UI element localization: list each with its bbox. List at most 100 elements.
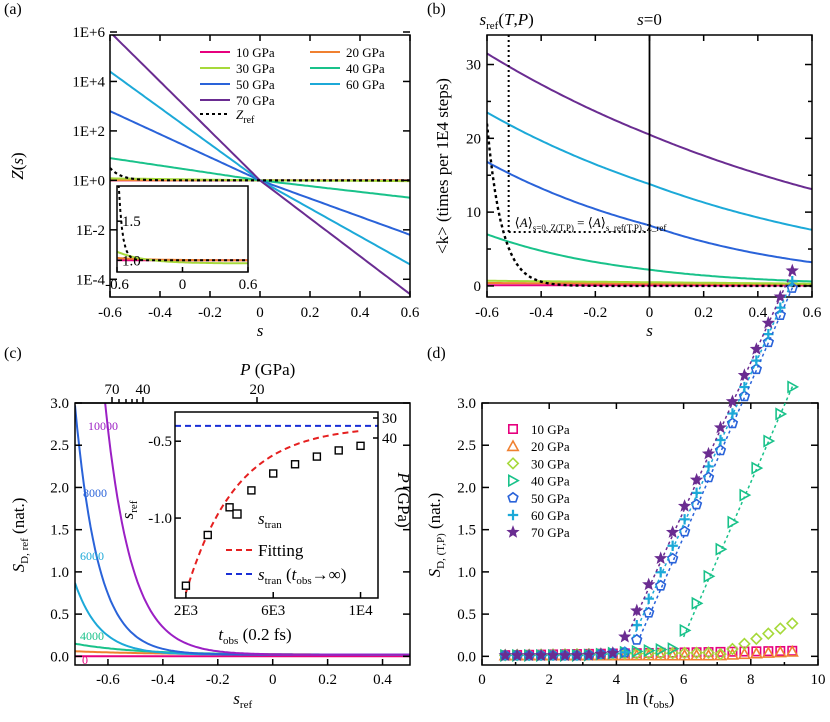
x-axis-label: s [257, 321, 264, 340]
top-axis-label: P (GPa) [239, 360, 295, 379]
y-tick-label: 1E-4 [76, 272, 106, 288]
data-point [715, 646, 726, 657]
data-point [631, 619, 642, 631]
data-point [774, 309, 787, 321]
data-point [534, 648, 548, 662]
x-tick-label: 0 [256, 305, 264, 321]
y-tick-label: 30 [466, 58, 481, 74]
data-point [690, 646, 703, 660]
y-tick-label: 2.5 [457, 438, 476, 454]
panel-label: (a) [4, 1, 22, 18]
inset-legend-marker [232, 509, 242, 519]
y-tick-label: 2.0 [457, 480, 476, 496]
x-tick-label: 0.6 [803, 305, 822, 321]
data-point [715, 542, 728, 556]
data-point [643, 643, 656, 658]
y-tick-label: 2.0 [50, 480, 69, 496]
data-point [522, 648, 536, 662]
x-tick-label: -0.6 [98, 305, 122, 321]
inset-x-tick-label: -0.6 [105, 277, 129, 293]
series-line-70-GPa [111, 35, 410, 295]
legend-label: Zref [236, 107, 255, 126]
inset-point [247, 486, 256, 495]
inset-point [312, 452, 322, 461]
legend-label: 10 GPa [236, 45, 275, 60]
annotation-sref: sref(T,P) [480, 10, 534, 32]
inset-x-tick-label: 6E3 [261, 603, 285, 619]
x-tick-label: 0 [478, 672, 486, 688]
x-tick-label: -0.4 [148, 305, 172, 321]
fit-line [625, 269, 794, 638]
data-point [654, 551, 668, 565]
x-tick-label: 8 [747, 672, 755, 688]
panel-label: (d) [427, 345, 446, 362]
legend-label: 20 GPa [346, 45, 385, 60]
x-axis-label: sref [233, 689, 252, 711]
data-point [737, 368, 752, 382]
x-tick-label: -0.4 [151, 672, 175, 688]
data-point [691, 487, 702, 499]
data-point [631, 644, 644, 658]
data-point [679, 514, 690, 525]
x-tick-label: -0.4 [529, 305, 553, 321]
data-point [786, 282, 798, 293]
data-point [737, 647, 751, 660]
inset-frame [174, 411, 379, 599]
legend-label: 40 GPa [346, 61, 385, 76]
legend-marker [507, 491, 519, 503]
data-point [725, 647, 740, 660]
y-tick-label: 3.0 [457, 396, 476, 412]
y-tick-label: 0.0 [50, 649, 69, 665]
inset-point [334, 446, 343, 455]
x-tick-label: -0.2 [206, 672, 230, 688]
data-point [714, 647, 727, 661]
x-tick-label: 0.6 [401, 305, 420, 321]
data-point [631, 633, 643, 645]
y-tick-label: 1E+4 [72, 74, 105, 90]
legend-label: 40 GPa [531, 474, 570, 489]
x-tick-label: 2 [545, 672, 553, 688]
data-point [643, 606, 655, 618]
data-point [679, 623, 692, 637]
inset-bg [175, 412, 378, 598]
data-point [666, 552, 679, 564]
fit-line [682, 385, 794, 638]
curve-label: 10000 [88, 419, 118, 433]
legend-label: 70 GPa [236, 93, 275, 108]
data-point [703, 461, 714, 472]
curve-label: 8000 [83, 486, 107, 500]
y-tick-label: 1.5 [457, 523, 476, 539]
annotation-equality: ⟨A⟩s=0, Z(T,P) = ⟨A⟩s_ref(T,P), Z_ref [515, 215, 667, 233]
data-point [618, 629, 632, 643]
inset-x-tick-label: 2E3 [174, 603, 198, 619]
data-point [749, 646, 763, 659]
y-tick-label: 0.0 [457, 649, 476, 665]
legend-marker [507, 423, 518, 434]
inset-line [117, 186, 248, 262]
x-tick-label: 0.4 [748, 305, 767, 321]
panel-b: -0.6 -0.4 -0.2 0 0.2 0.4 0.6 0 10 20 30 (b) s <k> (ti… [427, 1, 822, 340]
inset-line [117, 250, 248, 265]
y-tick-label: 0.5 [457, 607, 476, 623]
data-point [738, 637, 751, 651]
data-point [619, 647, 630, 658]
data-point [762, 627, 775, 640]
data-point [726, 417, 739, 429]
data-point [703, 569, 716, 583]
legend-label: 30 GPa [531, 456, 570, 471]
legend-marker [506, 457, 520, 470]
panel-a: -0.6 -0.4 -0.2 0 0.2 0.4 0.6 1E+6 1E+4 1E+2 1E+0 1E… [4, 1, 420, 340]
inset-point [290, 460, 300, 469]
data-point [510, 648, 524, 662]
x-tick-label: 0.4 [351, 305, 370, 321]
inset-point [269, 469, 278, 478]
data-point [677, 499, 692, 512]
legend-label: 50 GPa [531, 491, 570, 506]
data-point [558, 648, 572, 662]
x-tick-label: -0.6 [475, 305, 499, 321]
y-tick-label: 1.0 [457, 565, 476, 581]
data-point [727, 515, 740, 529]
legend-label: 20 GPa [531, 439, 570, 454]
x-tick-label: 0.2 [301, 305, 320, 321]
y-tick-label: 0 [474, 279, 482, 295]
